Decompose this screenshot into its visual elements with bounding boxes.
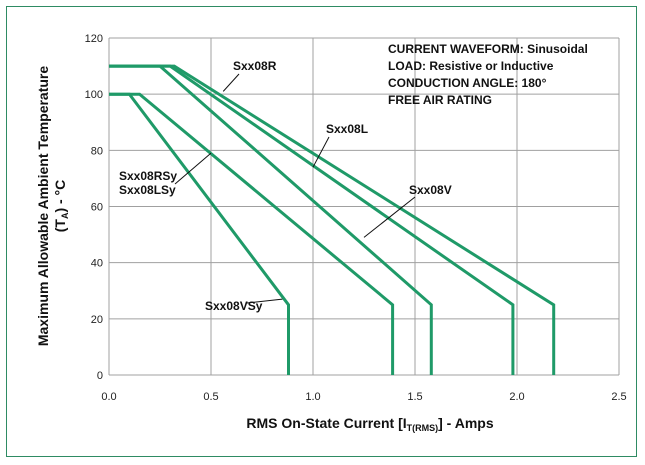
label-leaders bbox=[174, 73, 416, 304]
annotation-free-air: FREE AIR RATING bbox=[388, 93, 492, 107]
annotation-conduction: CONDUCTION ANGLE: 180° bbox=[388, 76, 547, 90]
y-tick-label: 0 bbox=[97, 370, 103, 382]
y-axis-title-sub: A bbox=[60, 212, 70, 219]
y-tick-label: 60 bbox=[91, 202, 103, 214]
y-axis-title: Maximum Allowable Ambient Temperature (T… bbox=[35, 66, 70, 347]
y-tick-label: 80 bbox=[91, 145, 103, 157]
x-tick-label: 0.5 bbox=[203, 391, 218, 403]
x-tick-label: 1.0 bbox=[305, 391, 320, 403]
label-leader-line bbox=[222, 73, 240, 92]
label-leader-line bbox=[246, 298, 283, 304]
x-tick-label: 1.5 bbox=[407, 391, 422, 403]
series-line-sxx08r bbox=[109, 64, 556, 375]
x-axis-title: RMS On-State Current [IT(RMS)] - Amps bbox=[246, 415, 493, 433]
series-label-sxx08l: Sxx08L bbox=[326, 122, 368, 136]
label-leader-line bbox=[312, 136, 330, 168]
series-line-sxx08vsy bbox=[109, 92, 290, 375]
label-leader-line bbox=[363, 196, 416, 238]
y-axis-title-line2: (TA) - °C bbox=[52, 180, 70, 233]
y-tick-label: 100 bbox=[85, 89, 103, 101]
annotation-waveform: CURRENT WAVEFORM: Sinusoidal bbox=[388, 42, 588, 56]
y-axis-title-pre: (T bbox=[52, 219, 68, 233]
x-axis-title-main: RMS On-State Current [I bbox=[246, 415, 406, 431]
series-label-sxx08lsy-line2: Sxx08LSy bbox=[119, 183, 176, 197]
annotation-load: LOAD: Resistive or Inductive bbox=[388, 59, 554, 73]
series-label-sxx08rsy-line1: Sxx08RSy bbox=[119, 169, 177, 183]
x-tick-label: 0.0 bbox=[101, 391, 116, 403]
series-line-sxx08rsy bbox=[109, 92, 395, 375]
y-axis-title-post: ) - °C bbox=[52, 180, 68, 213]
y-tick-label: 40 bbox=[91, 258, 103, 270]
series-line-sxx08v bbox=[109, 64, 433, 375]
series-label-sxx08v: Sxx08V bbox=[409, 183, 452, 197]
series-label-sxx08rsy: Sxx08RSy Sxx08LSy bbox=[119, 169, 180, 197]
chart-frame bbox=[6, 6, 637, 457]
y-tick-label: 120 bbox=[85, 33, 103, 45]
series-line-sxx08l bbox=[109, 64, 515, 375]
label-leader-line bbox=[174, 152, 212, 185]
x-axis-title-sub: T(RMS) bbox=[407, 423, 439, 433]
y-tick-label: 20 bbox=[91, 314, 103, 326]
tick-labels: 0.0 0.5 1.0 1.5 2.0 2.5 0 20 40 60 80 100 120 bbox=[85, 33, 627, 403]
annotation-box: CURRENT WAVEFORM: Sinusoidal LOAD: Resis… bbox=[388, 42, 588, 107]
x-tick-label: 2.5 bbox=[611, 391, 626, 403]
x-tick-label: 2.0 bbox=[509, 391, 524, 403]
series-lines bbox=[109, 64, 556, 375]
series-label-sxx08vsy: Sxx08VSy bbox=[205, 299, 263, 313]
series-label-sxx08r: Sxx08R bbox=[233, 59, 277, 73]
y-axis-title-line1: Maximum Allowable Ambient Temperature bbox=[35, 66, 51, 347]
x-axis-title-tail: ] - Amps bbox=[438, 415, 494, 431]
